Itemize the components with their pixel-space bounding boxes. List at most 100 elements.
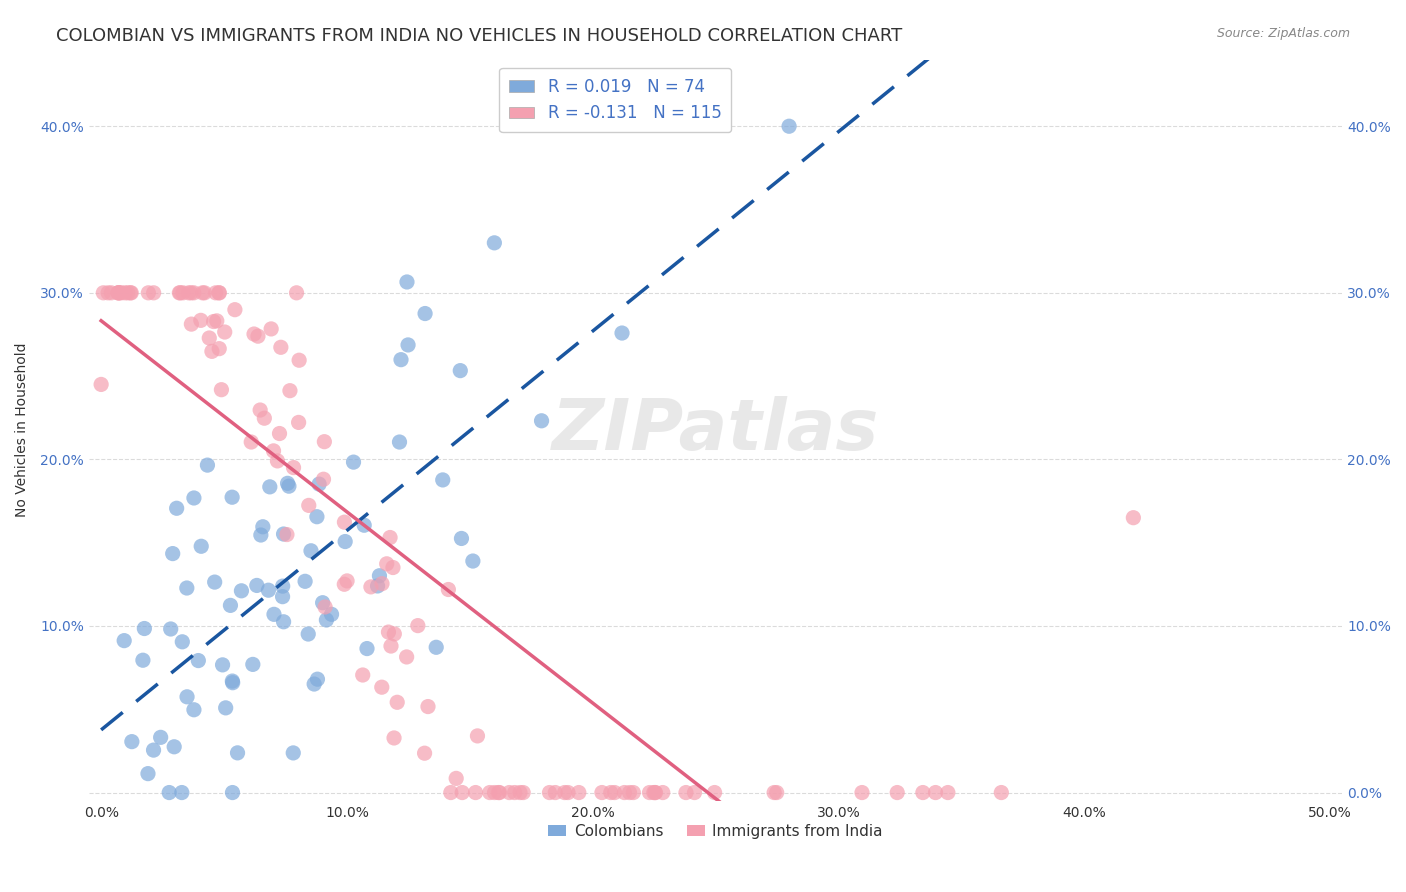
Colombians	[302, 677, 325, 691]
Immigrants from India	[172, 285, 194, 300]
Colombians	[395, 275, 418, 289]
Immigrants from India	[886, 786, 908, 800]
Colombians	[271, 590, 294, 604]
Colombians	[425, 640, 447, 655]
Immigrants from India	[557, 786, 579, 800]
Colombians	[221, 786, 243, 800]
Immigrants from India	[283, 460, 305, 475]
Text: ZIPatlas: ZIPatlas	[553, 396, 879, 465]
Immigrants from India	[503, 786, 526, 800]
Colombians	[342, 455, 364, 469]
Colombians	[226, 746, 249, 760]
Colombians	[413, 306, 436, 320]
Immigrants from India	[202, 314, 225, 328]
Immigrants from India	[214, 325, 236, 339]
Immigrants from India	[1122, 510, 1144, 524]
Immigrants from India	[451, 786, 474, 800]
Immigrants from India	[253, 411, 276, 425]
Colombians	[307, 672, 329, 686]
Immigrants from India	[208, 285, 231, 300]
Immigrants from India	[107, 285, 129, 300]
Immigrants from India	[643, 786, 665, 800]
Immigrants from India	[375, 557, 398, 571]
Immigrants from India	[180, 317, 202, 331]
Immigrants from India	[638, 786, 661, 800]
Text: Source: ZipAtlas.com: Source: ZipAtlas.com	[1216, 27, 1350, 40]
Immigrants from India	[208, 342, 231, 356]
Immigrants from India	[413, 746, 436, 760]
Colombians	[211, 657, 233, 672]
Colombians	[176, 690, 198, 704]
Colombians	[299, 543, 322, 558]
Colombians	[219, 599, 242, 613]
Immigrants from India	[467, 729, 489, 743]
Immigrants from India	[138, 285, 160, 300]
Immigrants from India	[512, 786, 534, 800]
Colombians	[389, 352, 412, 367]
Immigrants from India	[613, 786, 636, 800]
Immigrants from India	[107, 285, 129, 300]
Immigrants from India	[336, 574, 359, 588]
Immigrants from India	[352, 668, 374, 682]
Colombians	[166, 501, 188, 516]
Colombians	[259, 480, 281, 494]
Colombians	[215, 701, 238, 715]
Colombians	[263, 607, 285, 622]
Immigrants from India	[360, 580, 382, 594]
Colombians	[162, 547, 184, 561]
Immigrants from India	[298, 499, 321, 513]
Immigrants from India	[621, 786, 644, 800]
Immigrants from India	[990, 786, 1012, 800]
Immigrants from India	[488, 786, 510, 800]
Immigrants from India	[276, 527, 298, 541]
Colombians	[149, 731, 172, 745]
Immigrants from India	[440, 786, 463, 800]
Immigrants from India	[333, 515, 356, 529]
Immigrants from India	[285, 285, 308, 300]
Colombians	[221, 675, 243, 690]
Colombians	[121, 734, 143, 748]
Immigrants from India	[591, 786, 613, 800]
Colombians	[112, 633, 135, 648]
Colombians	[221, 674, 243, 689]
Immigrants from India	[911, 786, 934, 800]
Immigrants from India	[243, 326, 266, 341]
Colombians	[432, 473, 454, 487]
Immigrants from India	[100, 285, 122, 300]
Immigrants from India	[599, 786, 621, 800]
Immigrants from India	[924, 786, 946, 800]
Immigrants from India	[110, 285, 132, 300]
Colombians	[163, 739, 186, 754]
Colombians	[170, 786, 193, 800]
Colombians	[461, 554, 484, 568]
Immigrants from India	[90, 377, 112, 392]
Immigrants from India	[538, 786, 561, 800]
Immigrants from India	[201, 344, 224, 359]
Immigrants from India	[108, 285, 131, 300]
Colombians	[271, 579, 294, 593]
Immigrants from India	[765, 786, 787, 800]
Immigrants from India	[378, 531, 401, 545]
Colombians	[221, 490, 243, 504]
Immigrants from India	[249, 403, 271, 417]
Immigrants from India	[544, 786, 567, 800]
Immigrants from India	[619, 786, 641, 800]
Colombians	[257, 583, 280, 598]
Colombians	[484, 235, 506, 250]
Immigrants from India	[377, 625, 399, 640]
Immigrants from India	[209, 383, 232, 397]
Immigrants from India	[114, 285, 136, 300]
Immigrants from India	[675, 786, 697, 800]
Immigrants from India	[381, 560, 404, 574]
Immigrants from India	[183, 285, 205, 300]
Immigrants from India	[437, 582, 460, 597]
Immigrants from India	[382, 627, 405, 641]
Immigrants from India	[651, 786, 673, 800]
Colombians	[450, 532, 472, 546]
Colombians	[367, 579, 389, 593]
Immigrants from India	[509, 786, 531, 800]
Immigrants from India	[488, 786, 510, 800]
Colombians	[388, 435, 411, 450]
Immigrants from India	[644, 786, 666, 800]
Colombians	[172, 635, 194, 649]
